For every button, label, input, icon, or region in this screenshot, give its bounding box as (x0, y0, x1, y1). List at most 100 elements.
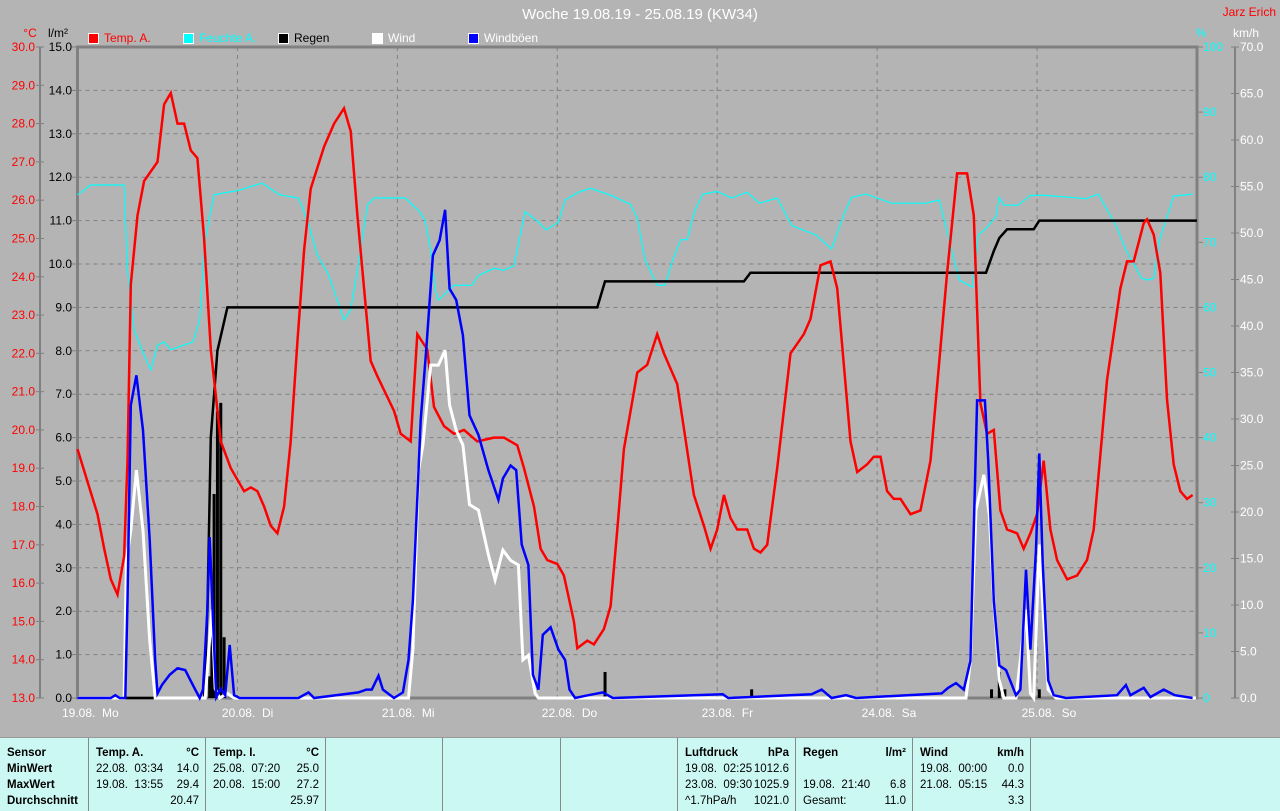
x-tick-label: 21.08. Mi (382, 706, 435, 720)
temp-tick-label: 29.0 (12, 78, 36, 92)
wind-tick-label: 10.0 (1240, 598, 1264, 612)
x-tick-label: 24.08. Sa (862, 706, 917, 720)
wind-tick-label: 40.0 (1240, 319, 1264, 333)
rain-bar (210, 619, 214, 698)
humidity-tick-label: 60 (1203, 300, 1217, 314)
wind-tick-label: 30.0 (1240, 412, 1264, 426)
humidity-tick-label: 10 (1203, 626, 1217, 640)
temp-line (76, 89, 1194, 651)
wind-tick-label: 20.0 (1240, 505, 1264, 519)
max-value: 44.3 (1001, 779, 1024, 791)
rain-tick-label: 10.0 (49, 257, 73, 271)
wind-axis-unit: km/h (1233, 26, 1259, 40)
avg-value: 25.97 (290, 795, 319, 807)
temp-tick-label: 22.0 (12, 346, 36, 360)
row-label-avg: Durchschnitt (7, 795, 78, 807)
rain-tick-label: 1.0 (55, 648, 72, 662)
temp-tick-label: 18.0 (12, 500, 36, 514)
total-label: Gesamt: (803, 795, 847, 807)
stats-header: Sensor (7, 747, 46, 759)
rain-tick-label: 8.0 (55, 344, 72, 358)
legend-label: Windböen (484, 31, 539, 45)
rain-bar (222, 637, 226, 698)
max-value: 1025.9 (753, 779, 789, 791)
max-time: 19.08. 21:40 (803, 779, 871, 791)
wind-tick-label: 45.0 (1240, 273, 1264, 287)
legend-swatch-icon (278, 32, 289, 44)
temp-axis-unit: °C (23, 26, 37, 40)
min-value: 0.0 (1008, 763, 1024, 775)
min-value: 1012.6 (753, 763, 789, 775)
humidity-tick-label: 20 (1203, 561, 1217, 575)
rain-tick-label: 5.0 (55, 474, 72, 488)
humidity-tick-label: 40 (1203, 431, 1217, 445)
wind-tick-label: 35.0 (1240, 366, 1264, 380)
stats-col-wind: Wind km/h 19.08. 00:00 0.0 21.08. 05:15 44.… (912, 738, 1030, 811)
stats-unit: km/h (997, 747, 1024, 759)
stats-unit: °C (186, 747, 199, 759)
wind-tick-label: 25.0 (1240, 459, 1264, 473)
min-value: 25.0 (296, 763, 319, 775)
humidity-tick-label: 90 (1203, 105, 1217, 119)
wind-tick-label: 0.0 (1240, 691, 1257, 705)
x-tick-label: 25.08. So (1022, 706, 1077, 720)
rain-tick-label: 2.0 (55, 604, 72, 618)
stats-col-sensor: Sensor MinWert MaxWert Durchschnitt (0, 738, 88, 811)
stats-unit: l/m² (885, 747, 906, 759)
stats-unit: hPa (767, 747, 789, 759)
stats-header: Regen (803, 747, 839, 759)
legend-wind: Wind (372, 31, 415, 45)
rain-tick-label: 4.0 (55, 517, 72, 531)
stats-col-temp-a: Temp. A. °C 22.08. 03:34 14.0 19.08. 13:55… (88, 738, 205, 811)
legend-rain: Regen (278, 31, 329, 45)
wind-tick-label: 50.0 (1240, 226, 1264, 240)
max-time: 23.08. 09:30 (685, 779, 753, 791)
rain-tick-label: 11.0 (50, 214, 73, 228)
wind-tick-label: 55.0 (1240, 180, 1264, 194)
rain-tick-label: 12.0 (49, 170, 73, 184)
humidity-tick-label: 50 (1203, 366, 1217, 380)
chart-title: Woche 19.08.19 - 25.08.19 (KW34) (522, 6, 758, 23)
temp-tick-label: 21.0 (12, 385, 36, 399)
statistics-table: Sensor MinWert MaxWert Durchschnitt Temp… (0, 737, 1280, 811)
temp-tick-label: 28.0 (12, 117, 36, 131)
legend-label: Wind (388, 31, 416, 45)
rain-bar (750, 689, 754, 698)
rain-tick-label: 13.0 (49, 127, 73, 141)
temp-tick-label: 24.0 (12, 270, 36, 284)
rain-bar (1003, 689, 1007, 698)
rain-tick-label: 15.0 (49, 40, 73, 54)
temp-tick-label: 15.0 (12, 614, 36, 628)
temp-tick-label: 26.0 (12, 193, 36, 207)
max-time: 21.08. 05:15 (920, 779, 988, 791)
x-tick-label: 23.08. Fr (702, 706, 753, 720)
max-time: 20.08. 15:00 (213, 779, 281, 791)
rain-bar (603, 671, 607, 698)
stats-col-temp-i: Temp. I. °C 25.08. 07:20 25.0 20.08. 15:00… (205, 738, 325, 811)
legend-label: Regen (294, 31, 330, 45)
legend-swatch-icon (372, 32, 383, 44)
legend-swatch-icon (88, 32, 99, 44)
rain-tick-label: 7.0 (55, 387, 72, 401)
max-value: 29.4 (176, 779, 199, 791)
gust-line (77, 209, 1193, 702)
temp-tick-label: 20.0 (12, 423, 36, 437)
min-value: 14.0 (176, 763, 199, 775)
wind-tick-label: 70.0 (1240, 40, 1264, 54)
rain-cumulative-line (77, 219, 1197, 700)
max-time: 19.08. 13:55 (96, 779, 164, 791)
wind-tick-label: 15.0 (1240, 552, 1264, 566)
stats-unit: °C (306, 747, 319, 759)
temp-tick-label: 23.0 (12, 308, 36, 322)
rain-axis-unit: l/m² (48, 26, 68, 40)
rain-tick-label: 9.0 (55, 300, 72, 314)
x-tick-label: 22.08. Do (542, 706, 598, 720)
max-value: 6.8 (890, 779, 906, 791)
legend-temp: Temp. A. (88, 31, 151, 45)
humidity-tick-label: 80 (1203, 170, 1217, 184)
legend-swatch-icon (468, 32, 479, 44)
temp-tick-label: 14.0 (12, 653, 36, 667)
stats-header: Temp. I. (213, 747, 256, 759)
min-time: 19.08. 02:25 (685, 763, 753, 775)
temp-tick-label: 13.0 (12, 691, 36, 705)
